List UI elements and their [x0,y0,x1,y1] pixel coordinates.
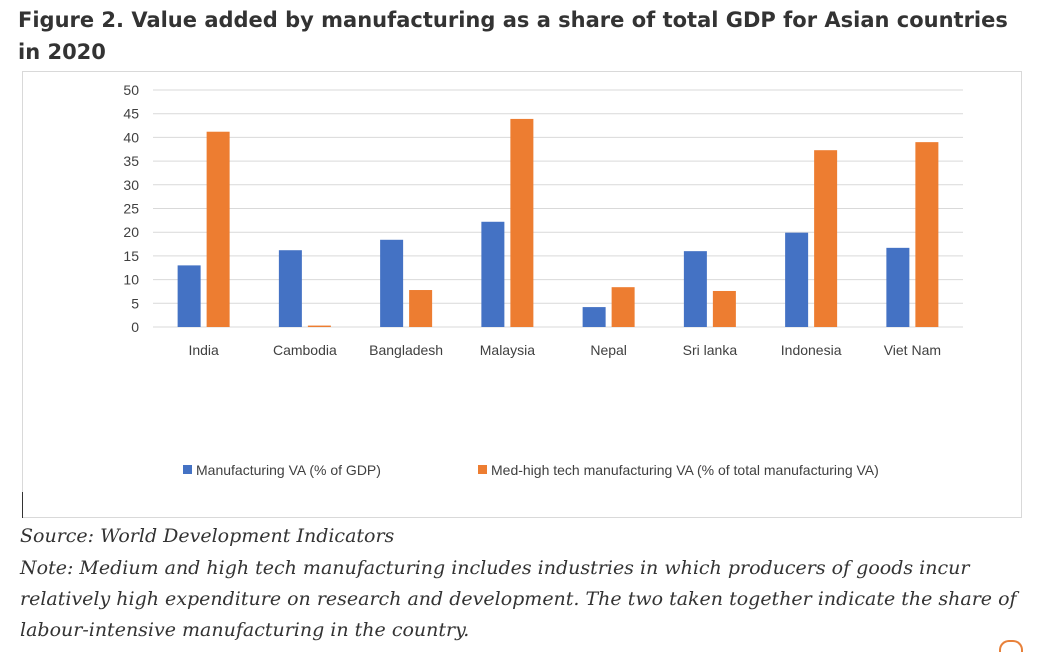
x-tick-label: Malaysia [480,342,535,358]
y-axis-tick-labels: 0 5 10 15 20 25 30 35 40 45 50 [123,82,139,335]
bar-series-1-malaysia [481,221,505,327]
bar-series-2-indonesia [814,150,838,327]
bar-series-1-cambodia [278,250,302,327]
bar-series-1-sri-lanka [683,251,707,327]
page-title: Figure 2. Value added by manufacturing a… [18,8,1008,64]
bar-series-1-viet-nam [886,247,910,327]
legend-label-series-1: Manufacturing VA (% of GDP) [196,462,381,478]
legend-label-series-2: Med-high tech manufacturing VA (% of tot… [491,462,879,478]
x-tick-label: Indonesia [781,342,842,358]
y-tick-label: 15 [123,248,139,264]
bar-series-2-nepal [611,287,635,327]
legend-swatch-series-1 [183,465,192,474]
chart-border-mark [22,492,23,518]
bar-series-2-sri-lanka [712,290,736,327]
source-text: Source: World Development Indicators [20,525,395,547]
y-tick-label: 35 [123,153,139,169]
gridlines [153,89,963,328]
x-tick-label: India [188,342,219,358]
x-tick-label: Nepal [590,342,627,358]
bar-series-1-nepal [582,307,606,327]
bar-series-1-indonesia [785,232,809,327]
x-tick-label: Cambodia [273,342,337,358]
corner-decoration [999,640,1023,652]
y-tick-label: 20 [123,224,139,240]
bar-series-1-india [177,265,201,327]
bar-series-2-india [206,131,230,327]
y-tick-label: 50 [123,82,139,98]
legend-swatch-series-2 [478,465,487,474]
x-tick-label: Sri lanka [683,342,738,358]
bar-series-2-viet-nam [915,142,939,327]
y-tick-label: 40 [123,129,139,145]
y-tick-label: 0 [131,319,139,335]
bar-series-2-malaysia [510,118,534,327]
note-text: Note: Medium and high tech manufacturing… [20,557,1017,641]
y-tick-label: 10 [123,272,139,288]
y-tick-label: 45 [123,106,139,122]
legend: Manufacturing VA (% of GDP) Med-high tec… [183,462,879,478]
y-tick-label: 5 [131,295,139,311]
bar-series-1-bangladesh [380,239,404,327]
x-tick-label: Bangladesh [369,342,443,358]
bars [177,118,939,327]
x-axis-tick-labels: India Cambodia Bangladesh Malaysia Nepal Sri … [188,342,941,358]
bar-series-2-cambodia [307,325,331,327]
bar-series-2-bangladesh [409,290,433,327]
y-tick-label: 25 [123,201,139,217]
y-tick-label: 30 [123,177,139,193]
x-tick-label: Viet Nam [884,342,941,358]
